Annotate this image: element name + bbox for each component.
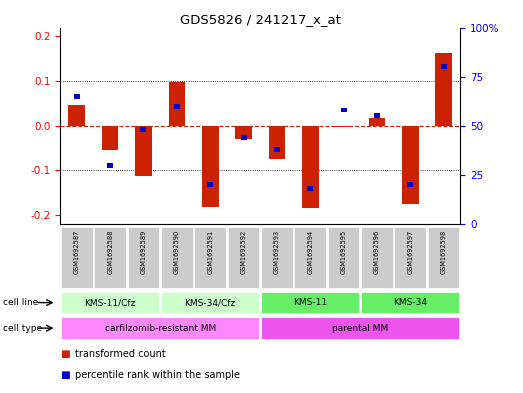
Text: cell type: cell type bbox=[3, 324, 42, 332]
Text: transformed count: transformed count bbox=[75, 349, 166, 359]
Bar bbox=[141, 127, 146, 132]
Bar bbox=[161, 227, 192, 288]
Bar bbox=[174, 104, 180, 108]
Bar bbox=[407, 182, 413, 187]
Bar bbox=[202, 126, 219, 208]
Text: percentile rank within the sample: percentile rank within the sample bbox=[75, 370, 240, 380]
Bar bbox=[69, 105, 85, 126]
Text: GSM1692597: GSM1692597 bbox=[407, 230, 413, 274]
Bar bbox=[61, 227, 93, 288]
Bar bbox=[94, 227, 126, 288]
Bar bbox=[61, 292, 159, 314]
Bar bbox=[394, 227, 426, 288]
Bar bbox=[262, 292, 359, 314]
Text: GSM1692594: GSM1692594 bbox=[307, 230, 313, 274]
Bar bbox=[235, 126, 252, 139]
Title: GDS5826 / 241217_x_at: GDS5826 / 241217_x_at bbox=[180, 13, 340, 26]
Bar bbox=[369, 118, 385, 126]
Bar bbox=[294, 227, 326, 288]
Text: GSM1692598: GSM1692598 bbox=[440, 230, 447, 274]
Bar bbox=[195, 227, 226, 288]
Text: GSM1692587: GSM1692587 bbox=[74, 230, 80, 274]
Text: KMS-11: KMS-11 bbox=[293, 298, 327, 307]
Text: GSM1692591: GSM1692591 bbox=[207, 230, 213, 274]
Text: KMS-11/Cfz: KMS-11/Cfz bbox=[85, 298, 136, 307]
Text: parental MM: parental MM bbox=[332, 324, 389, 332]
Bar bbox=[340, 108, 347, 112]
Text: GSM1692588: GSM1692588 bbox=[107, 230, 113, 274]
Bar bbox=[228, 227, 259, 288]
Bar bbox=[307, 186, 313, 191]
Text: GSM1692596: GSM1692596 bbox=[374, 230, 380, 274]
Text: GSM1692595: GSM1692595 bbox=[340, 230, 347, 274]
Bar bbox=[440, 64, 447, 69]
Text: cell line: cell line bbox=[3, 298, 38, 307]
Bar bbox=[374, 114, 380, 118]
Bar bbox=[328, 227, 359, 288]
Bar bbox=[207, 182, 213, 187]
Bar bbox=[135, 126, 152, 176]
Bar bbox=[262, 317, 459, 339]
Bar bbox=[268, 126, 285, 159]
Text: GSM1692589: GSM1692589 bbox=[141, 230, 146, 274]
Text: ■: ■ bbox=[60, 349, 70, 359]
Bar bbox=[162, 292, 259, 314]
Bar bbox=[102, 126, 119, 150]
Bar bbox=[274, 147, 280, 152]
Bar bbox=[61, 317, 259, 339]
Bar bbox=[241, 135, 246, 140]
Bar bbox=[302, 126, 319, 208]
Bar bbox=[435, 53, 452, 126]
Bar bbox=[428, 227, 459, 288]
Bar bbox=[107, 163, 113, 167]
Text: KMS-34/Cfz: KMS-34/Cfz bbox=[185, 298, 236, 307]
Bar bbox=[361, 292, 459, 314]
Text: carfilzomib-resistant MM: carfilzomib-resistant MM bbox=[105, 324, 216, 332]
Bar bbox=[335, 126, 352, 127]
Bar bbox=[128, 227, 160, 288]
Bar bbox=[261, 227, 293, 288]
Bar bbox=[402, 126, 418, 204]
Text: GSM1692592: GSM1692592 bbox=[241, 230, 246, 274]
Text: GSM1692593: GSM1692593 bbox=[274, 230, 280, 274]
Text: ■: ■ bbox=[60, 370, 70, 380]
Bar bbox=[361, 227, 393, 288]
Bar bbox=[168, 83, 185, 126]
Bar bbox=[74, 94, 80, 99]
Text: GSM1692590: GSM1692590 bbox=[174, 230, 180, 274]
Text: KMS-34: KMS-34 bbox=[393, 298, 427, 307]
